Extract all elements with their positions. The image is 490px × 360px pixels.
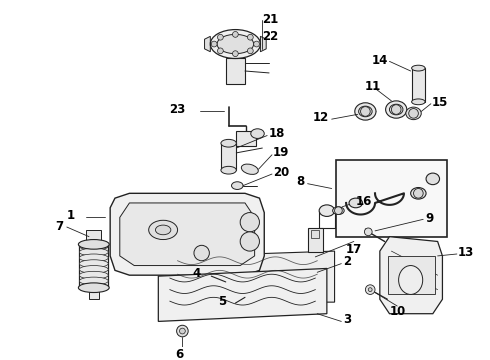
Bar <box>312 230 319 238</box>
Ellipse shape <box>79 271 108 279</box>
Bar <box>89 288 98 299</box>
Text: 9: 9 <box>425 212 433 225</box>
Ellipse shape <box>412 99 425 105</box>
Ellipse shape <box>217 35 254 54</box>
Bar <box>337 159 447 237</box>
Text: 23: 23 <box>169 103 185 116</box>
Ellipse shape <box>79 254 108 262</box>
Circle shape <box>368 288 372 292</box>
Text: 3: 3 <box>343 313 351 326</box>
Circle shape <box>254 41 259 47</box>
Polygon shape <box>260 36 266 52</box>
Polygon shape <box>380 237 442 314</box>
Ellipse shape <box>390 104 403 115</box>
Ellipse shape <box>355 103 376 120</box>
Text: 18: 18 <box>269 127 286 140</box>
Ellipse shape <box>399 266 423 294</box>
Bar <box>221 143 236 170</box>
Circle shape <box>366 285 375 294</box>
Circle shape <box>218 48 223 54</box>
Ellipse shape <box>406 107 421 120</box>
Ellipse shape <box>333 207 344 215</box>
Circle shape <box>392 105 401 114</box>
Text: 2: 2 <box>343 255 351 268</box>
Text: 6: 6 <box>175 348 184 360</box>
Circle shape <box>232 32 238 37</box>
Circle shape <box>240 232 259 251</box>
Polygon shape <box>388 256 435 294</box>
Polygon shape <box>120 203 255 266</box>
Circle shape <box>240 212 259 232</box>
Ellipse shape <box>78 239 109 249</box>
Circle shape <box>179 328 185 334</box>
Text: 19: 19 <box>273 147 289 159</box>
Text: 11: 11 <box>365 80 381 93</box>
Ellipse shape <box>231 182 243 189</box>
Polygon shape <box>166 251 335 302</box>
Polygon shape <box>110 193 264 275</box>
Ellipse shape <box>386 101 407 118</box>
Circle shape <box>365 228 372 236</box>
Text: 8: 8 <box>296 175 304 188</box>
Bar <box>412 68 425 102</box>
Text: 7: 7 <box>55 220 63 233</box>
Circle shape <box>247 34 253 40</box>
Ellipse shape <box>251 129 264 138</box>
Ellipse shape <box>79 260 108 267</box>
Text: 5: 5 <box>218 295 226 308</box>
Circle shape <box>232 51 238 57</box>
Text: 10: 10 <box>390 305 406 318</box>
Circle shape <box>194 245 209 261</box>
Ellipse shape <box>78 283 109 293</box>
Ellipse shape <box>242 164 258 174</box>
Text: 22: 22 <box>262 30 279 43</box>
Bar <box>308 228 323 252</box>
Circle shape <box>176 325 188 337</box>
Circle shape <box>409 109 418 118</box>
Text: 1: 1 <box>67 209 75 222</box>
Ellipse shape <box>221 139 236 147</box>
Bar <box>79 244 108 288</box>
Ellipse shape <box>349 198 363 208</box>
Circle shape <box>361 107 370 116</box>
Circle shape <box>211 41 217 47</box>
Ellipse shape <box>155 225 171 235</box>
Polygon shape <box>204 36 210 52</box>
Circle shape <box>247 48 253 54</box>
Text: 12: 12 <box>313 111 329 124</box>
Text: 14: 14 <box>372 54 389 67</box>
Text: 20: 20 <box>273 166 289 179</box>
Bar <box>86 230 101 245</box>
Text: 13: 13 <box>458 246 474 258</box>
Circle shape <box>218 34 223 40</box>
Text: 16: 16 <box>356 194 372 207</box>
Ellipse shape <box>412 65 425 71</box>
Ellipse shape <box>319 205 335 216</box>
Ellipse shape <box>210 30 260 58</box>
Ellipse shape <box>359 106 372 117</box>
Ellipse shape <box>426 173 440 185</box>
Ellipse shape <box>79 266 108 273</box>
Ellipse shape <box>79 242 108 250</box>
Ellipse shape <box>411 188 426 199</box>
Circle shape <box>414 189 423 198</box>
Ellipse shape <box>148 220 177 239</box>
Text: 17: 17 <box>346 243 363 256</box>
Ellipse shape <box>79 248 108 256</box>
Text: 4: 4 <box>192 267 200 280</box>
Circle shape <box>335 207 343 215</box>
Bar <box>226 58 245 85</box>
Polygon shape <box>158 269 327 321</box>
Text: 15: 15 <box>432 96 448 109</box>
Ellipse shape <box>221 166 236 174</box>
Text: 21: 21 <box>262 13 279 26</box>
Bar <box>236 131 256 146</box>
Ellipse shape <box>79 277 108 285</box>
